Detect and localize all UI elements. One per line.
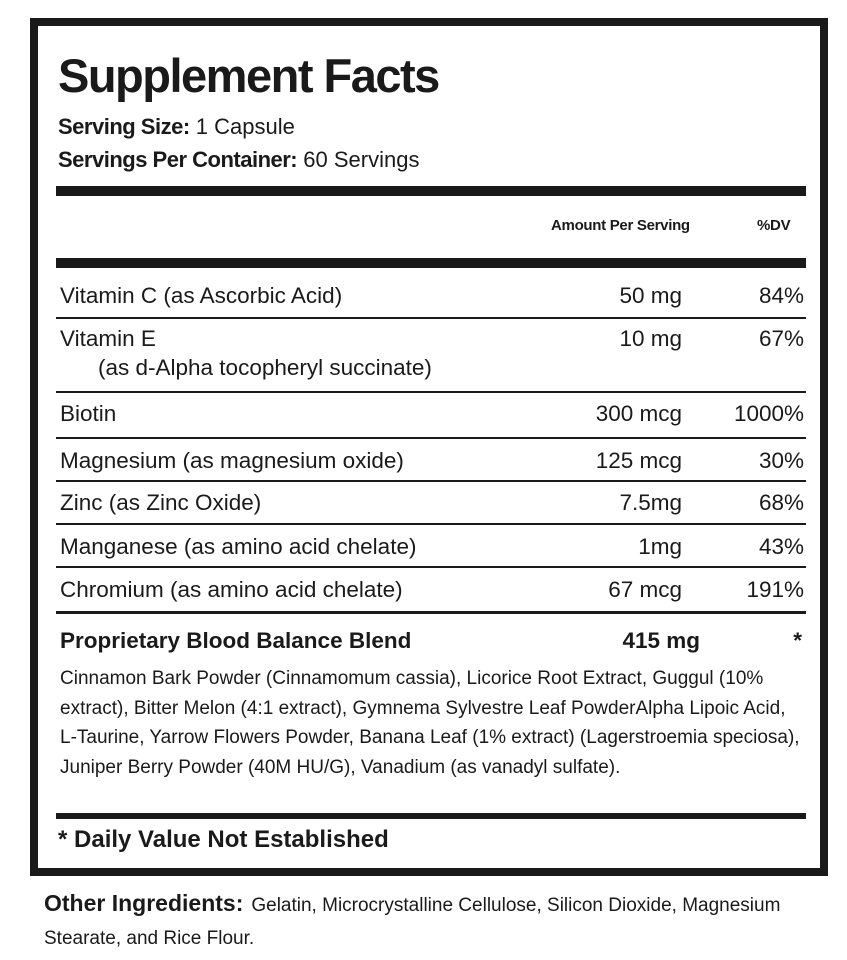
row-divider (56, 611, 806, 614)
nutrient-name: Manganese (as amino acid chelate) (60, 534, 417, 559)
nutrient-name: Vitamin E (60, 326, 156, 351)
blend-amount: 415 mg (622, 628, 700, 653)
nutrient-amount: 67 mcg (608, 577, 682, 602)
nutrient-dv: 43% (758, 534, 804, 559)
divider-thick (56, 813, 806, 819)
serving-size-label: Serving Size: (58, 114, 190, 139)
nutrient-amount: 10 mg (619, 326, 682, 351)
nutrient-dv: 67% (758, 326, 804, 351)
blend-ingredients: Cinnamon Bark Powder (Cinnamomum cassia)… (60, 668, 800, 778)
row-divider (56, 437, 806, 439)
nutrient-name: Magnesium (as magnesium oxide) (60, 448, 404, 473)
servings-per-container: Servings Per Container: 60 Servings (58, 147, 419, 173)
footnote: * Daily Value Not Established (58, 826, 389, 853)
serving-size: Serving Size: 1 Capsule (58, 114, 295, 140)
nutrient-name: Zinc (as Zinc Oxide) (60, 490, 262, 515)
nutrient-name: Vitamin C (as Ascorbic Acid) (60, 283, 343, 308)
nutrient-name: Chromium (as amino acid chelate) (60, 577, 403, 602)
other-ingredients-value: Gelatin, Microcrystalline Cellulose, Sil… (44, 895, 781, 949)
divider-thick (56, 186, 806, 196)
row-divider (56, 566, 806, 568)
nutrient-amount: 7.5mg (619, 490, 682, 515)
panel-title: Supplement Facts (58, 49, 440, 102)
row-divider (56, 480, 806, 482)
nutrient-dv: 68% (758, 490, 804, 515)
nutrient-dv: 191% (746, 577, 804, 602)
nutrient-amount: 1mg (638, 534, 682, 559)
nutrient-dv: 1000% (733, 401, 804, 426)
serving-size-value: 1 Capsule (195, 114, 295, 139)
servings-per-container-label: Servings Per Container: (58, 147, 298, 172)
blend-name: Proprietary Blood Balance Blend (60, 628, 412, 653)
nutrient-amount: 50 mg (619, 283, 682, 308)
other-ingredients: Other Ingredients: Gelatin, Microcrystall… (44, 887, 834, 955)
supplement-facts-panel (30, 18, 828, 876)
row-divider (56, 523, 806, 525)
servings-per-container-value: 60 Servings (303, 147, 420, 172)
column-header-dv: %DV (757, 217, 791, 234)
row-divider (56, 317, 806, 319)
divider-thick (56, 258, 806, 268)
row-divider (56, 391, 806, 393)
column-header-amount: Amount Per Serving (551, 217, 690, 234)
blend-dv: * (793, 628, 802, 653)
nutrient-name: Biotin (60, 401, 117, 426)
nutrient-amount: 300 mcg (595, 401, 682, 426)
nutrient-subname: (as d-Alpha tocopheryl succinate) (98, 355, 432, 380)
nutrient-amount: 125 mcg (595, 448, 682, 473)
other-ingredients-label: Other Ingredients: (44, 890, 244, 916)
nutrient-dv: 84% (758, 283, 804, 308)
nutrient-dv: 30% (758, 448, 804, 473)
